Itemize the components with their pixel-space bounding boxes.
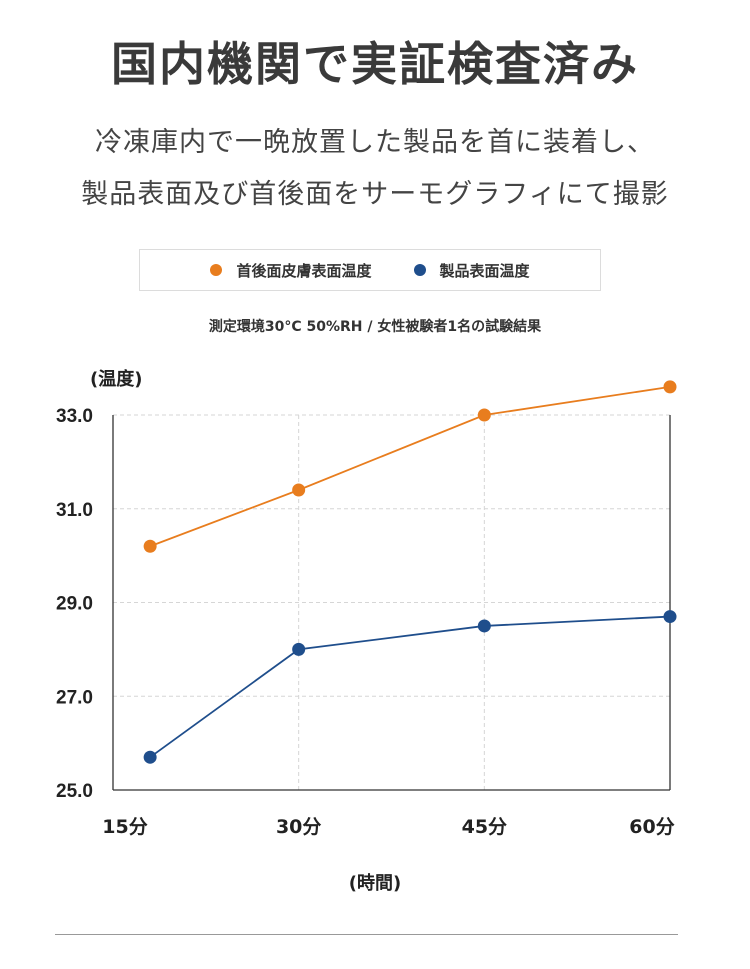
- series-0-point-1: [292, 483, 306, 497]
- y-tick-label-2: 29.0: [56, 594, 93, 615]
- series-1-point-3: [663, 610, 677, 624]
- legend-item-product-surface: 製品表面温度: [413, 260, 530, 281]
- series-1-point-0: [143, 750, 157, 764]
- chart-legend: 首後面皮膚表面温度 製品表面温度: [139, 249, 601, 291]
- y-tick-label-3: 31.0: [56, 500, 93, 521]
- legend-label-product-surface: 製品表面温度: [439, 261, 530, 280]
- series-0-point-0: [143, 539, 157, 553]
- x-tick-label-0: 15分: [102, 816, 147, 838]
- series-1-point-1: [292, 642, 306, 656]
- series-line-1: [149, 615, 671, 758]
- legend-dot-product-surface: [413, 264, 426, 276]
- series-0-point-3: [663, 380, 677, 394]
- x-tick-label-3: 60分: [629, 816, 674, 838]
- y-tick-label-0: 25.0: [56, 781, 93, 802]
- y-tick-label-4: 33.0: [56, 406, 93, 427]
- legend-dot-neck-skin: [210, 264, 223, 276]
- series-1-point-2: [477, 619, 491, 633]
- x-axis-label: (時間): [349, 873, 401, 894]
- legend-label-neck-skin: 首後面皮膚表面温度: [236, 261, 372, 280]
- y-tick-label-1: 27.0: [56, 687, 93, 708]
- measurement-note: 測定環境30°C 50%RH / 女性被験者1名の試験結果: [208, 319, 542, 335]
- series-line-0: [149, 385, 671, 548]
- x-tick-label-1: 30分: [276, 816, 321, 838]
- legend-item-neck-skin: 首後面皮膚表面温度: [210, 260, 372, 281]
- subtitle-line-1: 冷凍庫内で一晩放置した製品を首に装着し、: [95, 127, 655, 158]
- x-tick-label-2: 45分: [462, 816, 507, 838]
- headline: 国内機関で実証検査済み: [111, 37, 639, 91]
- bottom-divider: [55, 934, 678, 935]
- series-0-point-2: [477, 408, 491, 422]
- subtitle-line-2: 製品表面及び首後面をサーモグラフィにて撮影: [81, 179, 669, 210]
- y-axis-label: (温度): [90, 368, 142, 390]
